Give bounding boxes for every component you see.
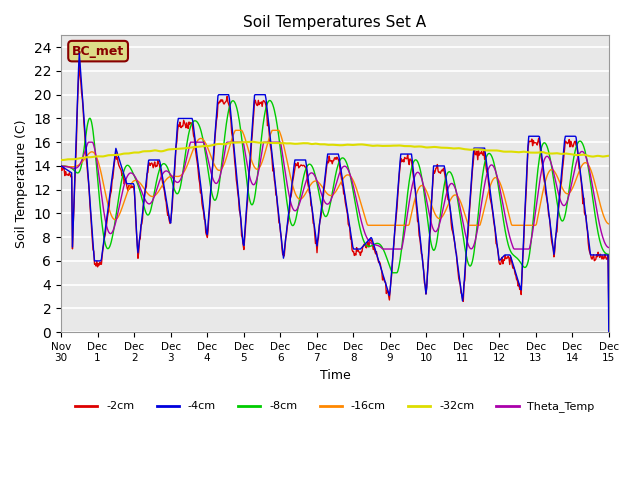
X-axis label: Time: Time [319, 369, 350, 382]
Title: Soil Temperatures Set A: Soil Temperatures Set A [243, 15, 426, 30]
Text: BC_met: BC_met [72, 45, 124, 58]
Legend: -2cm, -4cm, -8cm, -16cm, -32cm, Theta_Temp: -2cm, -4cm, -8cm, -16cm, -32cm, Theta_Te… [70, 397, 599, 417]
Y-axis label: Soil Temperature (C): Soil Temperature (C) [15, 120, 28, 248]
